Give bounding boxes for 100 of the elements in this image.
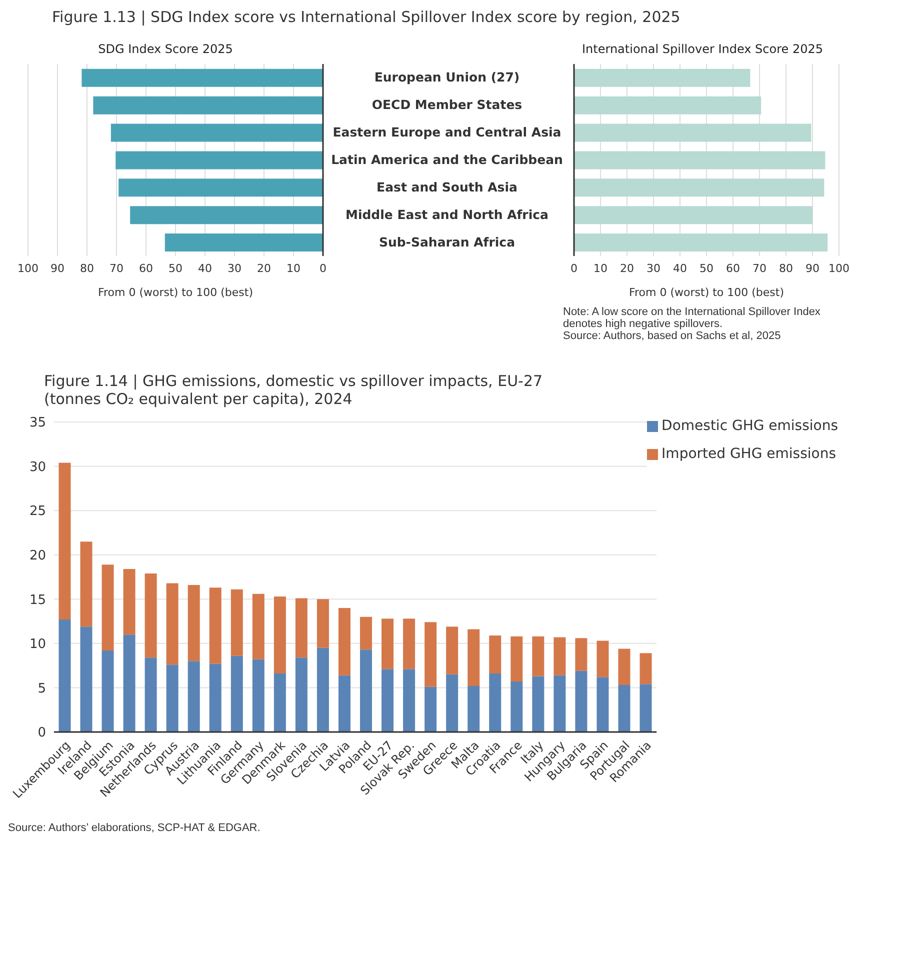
- bar: [82, 68, 323, 87]
- bar: [574, 151, 826, 170]
- bar: [468, 629, 480, 686]
- bar: [510, 636, 523, 682]
- bar: [618, 685, 630, 732]
- bar: [144, 573, 157, 658]
- bar: [640, 653, 652, 684]
- bar: [424, 686, 437, 732]
- bar: [574, 206, 812, 224]
- bar: [252, 594, 264, 660]
- bar: [338, 675, 350, 732]
- bar: [574, 178, 824, 197]
- bar: [102, 650, 114, 732]
- bar: [382, 618, 394, 670]
- chart-title: International Spillover Index Score 2025: [580, 42, 824, 56]
- bar: [575, 670, 588, 732]
- bar: [123, 569, 136, 635]
- y-tick-label: 10: [29, 637, 46, 652]
- x-tick-label: 80: [80, 262, 94, 275]
- bar: [209, 588, 222, 664]
- bar: [596, 677, 609, 732]
- y-tick-label: 30: [29, 460, 46, 475]
- text: Note: A low score on the International Spillover Index denotes high negative spillovers.: [563, 306, 822, 330]
- bar: [338, 608, 350, 676]
- bar: [489, 674, 502, 732]
- bar: [489, 635, 502, 674]
- legend-label: Domestic GHG emissions: [662, 418, 838, 434]
- bar: [360, 616, 372, 650]
- y-tick-label: OECD Member States: [372, 97, 522, 112]
- bar: [252, 659, 264, 732]
- x-tick-label: 40: [198, 262, 212, 275]
- x-tick-label: 10: [594, 262, 608, 275]
- bar: [446, 674, 458, 732]
- bar: [554, 637, 566, 676]
- x-tick-label: 60: [726, 262, 740, 275]
- chart-subtitle: SDG Index Score 2025: [97, 42, 234, 56]
- bar: [164, 234, 323, 252]
- y-tick-label: European Union (27): [374, 70, 520, 85]
- x-tick-label: 20: [257, 262, 271, 275]
- bar: [188, 661, 200, 732]
- x-tick-label: 50: [168, 262, 182, 275]
- bar: [166, 583, 178, 665]
- y-tick-label: Latin America and the Caribbean: [331, 152, 563, 167]
- bar: [188, 584, 200, 662]
- x-tick-label: 10: [286, 262, 300, 275]
- bar: [93, 96, 323, 114]
- bar: [102, 564, 114, 651]
- bar: [403, 618, 416, 670]
- x-tick-label: 0: [570, 262, 578, 275]
- x-tick-label: 20: [620, 262, 634, 275]
- bar: [403, 669, 416, 732]
- y-tick-label: 5: [38, 681, 46, 696]
- bar: [574, 234, 828, 252]
- source-note: Source: Authors’ elaborations, SCP-HAT & EDGAR.: [8, 822, 262, 834]
- bar: [274, 674, 286, 732]
- y-tick-label: Sub-Saharan Africa: [378, 234, 516, 250]
- bar: [532, 676, 544, 732]
- x-tick-label: 90: [50, 262, 64, 275]
- bar: [382, 669, 394, 732]
- y-tick-label: Middle East and North Africa: [346, 206, 548, 222]
- x-axis-title: From 0 (worst) to 100 (best): [628, 286, 784, 299]
- bar: [144, 658, 157, 732]
- bar: [596, 640, 609, 678]
- bar: [166, 664, 178, 732]
- bar: [574, 96, 762, 114]
- bar: [123, 634, 136, 732]
- bar: [116, 151, 323, 170]
- bar: [230, 656, 243, 732]
- text: Figure 1.13 | SDG Index score vs International Spillover Index score by region, 2025: [52, 8, 682, 26]
- x-tick-label: 80: [779, 262, 793, 275]
- bar: [554, 675, 566, 732]
- y-tick-label: 25: [29, 504, 46, 520]
- bar: [316, 599, 329, 648]
- bar: [230, 589, 243, 656]
- bar: [118, 178, 323, 197]
- bar: [130, 206, 323, 224]
- x-axis-title: From 0 (worst) to 100 (best): [98, 286, 254, 299]
- bar: [446, 626, 458, 674]
- source-note: Source: Authors, based on Sachs et al, 2025: [563, 330, 782, 342]
- x-tick-label: 60: [139, 262, 153, 275]
- x-tick-label: 30: [646, 262, 660, 275]
- chart-title: Figure 1.14 | GHG emissions, domestic vs spillover impacts, EU-27 (tonnes CO₂ equivalent per capita), 2024: [44, 372, 544, 408]
- x-tick-label: 100: [18, 262, 38, 275]
- bar: [575, 638, 588, 671]
- y-tick-label: 20: [29, 548, 46, 564]
- y-tick-label: East and South Asia: [376, 179, 518, 194]
- bar: [80, 626, 92, 732]
- bar: [295, 598, 308, 658]
- bar: [424, 622, 437, 687]
- y-tick-label: 0: [38, 726, 46, 741]
- x-tick-label: 70: [752, 262, 766, 275]
- y-tick-label: Eastern Europe and Central Asia: [332, 124, 562, 140]
- bar: [110, 124, 323, 142]
- bar: [468, 686, 480, 732]
- x-tick-label: 50: [700, 262, 714, 275]
- bar: [80, 542, 92, 627]
- bar: [618, 648, 630, 686]
- y-tick-label: 35: [29, 416, 46, 431]
- bar: [532, 636, 544, 676]
- y-tick-label: 15: [29, 592, 46, 608]
